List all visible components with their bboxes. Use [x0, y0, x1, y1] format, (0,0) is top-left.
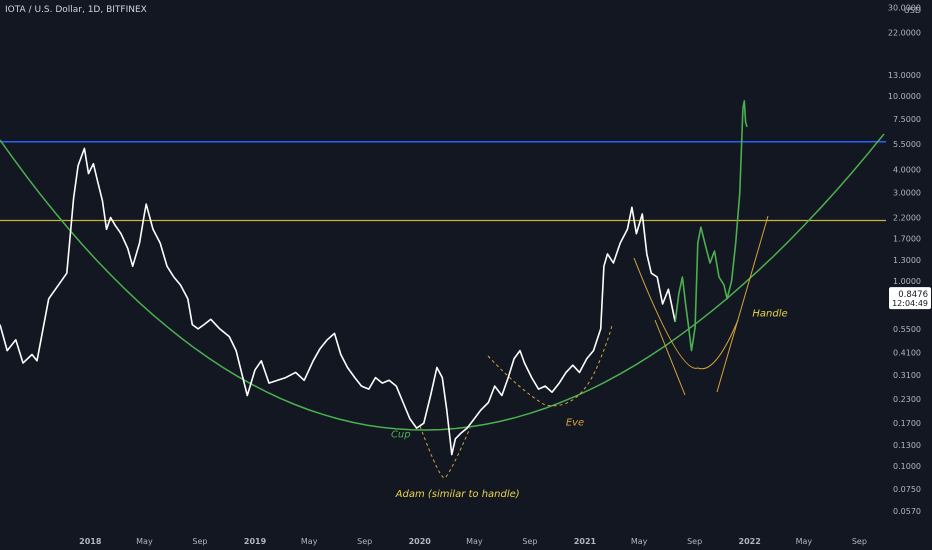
price-tick-label: 0.3100 — [893, 371, 921, 380]
price-tick-label: 0.0570 — [893, 507, 921, 516]
handle-left-line — [654, 319, 686, 396]
price-tick-label: 0.0750 — [893, 485, 921, 494]
time-tick-label: May — [301, 537, 318, 546]
price-tick-label: 1.3000 — [893, 256, 921, 265]
time-tick-label: Sep — [852, 537, 867, 546]
time-axis-bg — [0, 532, 932, 550]
time-tick-label: 2021 — [574, 537, 597, 546]
annotations: Cup Eve Adam (similar to handle) Handle — [391, 309, 788, 500]
time-tick-label: 2019 — [244, 537, 267, 546]
price-tick-label: 30.0000 — [888, 4, 921, 13]
price-tick-label: 7.5000 — [893, 115, 921, 124]
price-tag-box — [889, 287, 931, 310]
time-tick-label: Sep — [357, 537, 372, 546]
price-tick-label: 5.5000 — [893, 140, 921, 149]
adam-sketch — [419, 425, 471, 479]
time-tick-label: May — [631, 537, 648, 546]
price-tick-label: 0.1700 — [893, 419, 921, 428]
price-tick-label: 0.1000 — [893, 462, 921, 471]
price-tag-value: 0.8476 — [898, 290, 928, 300]
price-tick-label: 10.0000 — [888, 92, 921, 101]
price-series-1 — [674, 100, 748, 352]
price-tick-label: 1.0000 — [893, 277, 921, 286]
sketch-lines — [419, 215, 769, 479]
annotation-label: Eve — [566, 418, 584, 429]
price-tick-label: 3.0000 — [893, 189, 921, 198]
eve-sketch — [487, 324, 613, 407]
time-tick-label: Sep — [687, 537, 702, 546]
symbol-title: IOTA / U.S. Dollar, 1D, BITFINEX — [5, 5, 147, 15]
price-unit-label: USD — [904, 6, 921, 15]
price-tick-label: 4.0000 — [893, 166, 921, 175]
annotation-label: Handle — [752, 309, 787, 320]
annotation-label: Cup — [391, 430, 411, 441]
price-tick-label: 0.2300 — [893, 395, 921, 404]
price-tick-label: 0.1300 — [893, 441, 921, 450]
time-tick-label: 2022 — [739, 537, 761, 546]
price-series-0 — [0, 147, 676, 456]
price-axis-bg — [886, 0, 932, 550]
time-tick-label: May — [136, 537, 153, 546]
time-tick-label: May — [796, 537, 813, 546]
price-tick-label: 0.5500 — [893, 325, 921, 334]
time-tick-label: 2020 — [409, 537, 432, 546]
time-tick-label: 2018 — [79, 537, 102, 546]
price-tick-label: 13.0000 — [888, 71, 921, 80]
time-tick-label: May — [466, 537, 483, 546]
time-axis[interactable]: 2018 May Sep 2019 May Sep 2020 May Sep 2021 May Sep… — [0, 532, 932, 550]
handle-curve — [633, 257, 739, 370]
price-series — [0, 100, 748, 456]
annotation-label: Adam (similar to handle) — [395, 489, 520, 500]
price-tick-label: 0.4100 — [893, 349, 921, 358]
price-tick-label: 22.0000 — [888, 29, 921, 38]
price-tick-label: 1.7000 — [893, 234, 921, 243]
handle-right-line — [716, 215, 769, 393]
time-tick-label: Sep — [522, 537, 537, 546]
price-tag-countdown: 12:04:49 — [892, 299, 928, 308]
price-axis[interactable]: 30.0000 22.0000 13.0000 10.0000 7.5000 5.5000… — [886, 0, 932, 550]
price-tick-label: 2.2000 — [893, 214, 921, 223]
time-tick-label: Sep — [192, 537, 207, 546]
